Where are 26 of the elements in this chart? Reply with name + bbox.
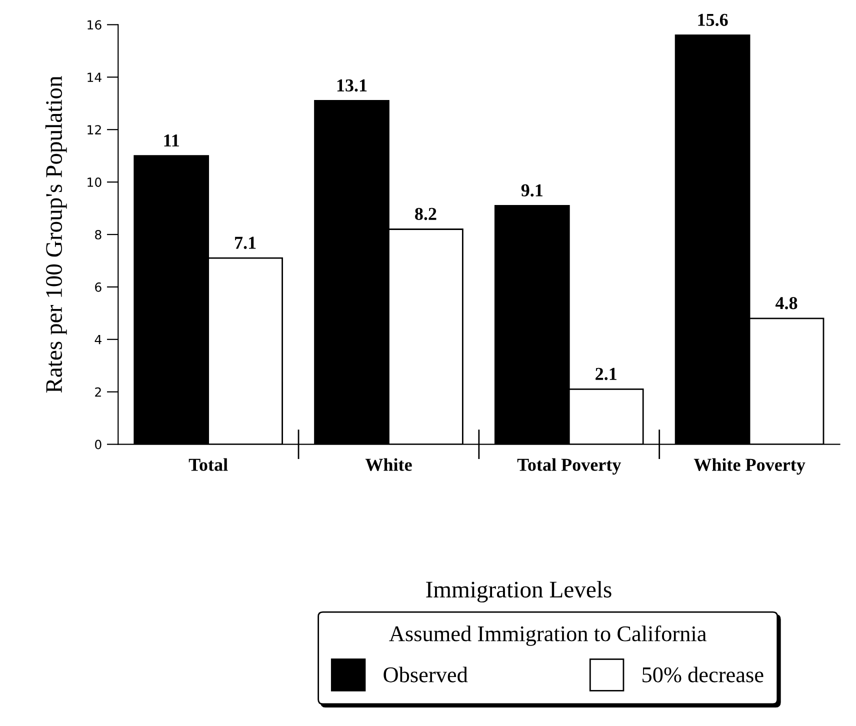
data-label: 15.6 xyxy=(698,14,728,26)
data-label: 2.1 xyxy=(596,368,616,380)
y-tick-label: 0 xyxy=(95,440,102,450)
y-tick-label: 12 xyxy=(88,125,101,134)
y-tick-label: 14 xyxy=(88,72,102,82)
data-label: 4.8 xyxy=(775,297,798,310)
y-tick-label: 6 xyxy=(95,282,102,292)
x-tick-label: White Poverty xyxy=(694,458,806,475)
y-tick-label: 2 xyxy=(95,387,101,397)
x-tick-label: Total xyxy=(188,458,228,471)
x-tick-label: White xyxy=(365,458,412,472)
data-label: 13.1 xyxy=(337,79,367,92)
data-label: 8.2 xyxy=(415,208,436,220)
data-label: 9.1 xyxy=(521,184,542,197)
legend-title: Assumed Immigration to California xyxy=(389,625,706,646)
y-tick-label: 8 xyxy=(95,230,102,240)
y-tick-label: 10 xyxy=(88,178,102,187)
y-tick-label: 16 xyxy=(88,20,102,30)
y-tick-label: 4 xyxy=(94,335,102,344)
data-label: 11 xyxy=(164,134,179,146)
x-tick-label: Total Poverty xyxy=(517,458,622,475)
data-label: 7.1 xyxy=(235,236,256,249)
legend-label: 50% decrease xyxy=(642,666,764,682)
y-axis-title: Rates per 100 Group's Population xyxy=(45,76,67,393)
legend-label: Observed xyxy=(384,666,468,682)
x-axis-title: Immigration Levels xyxy=(426,580,612,602)
